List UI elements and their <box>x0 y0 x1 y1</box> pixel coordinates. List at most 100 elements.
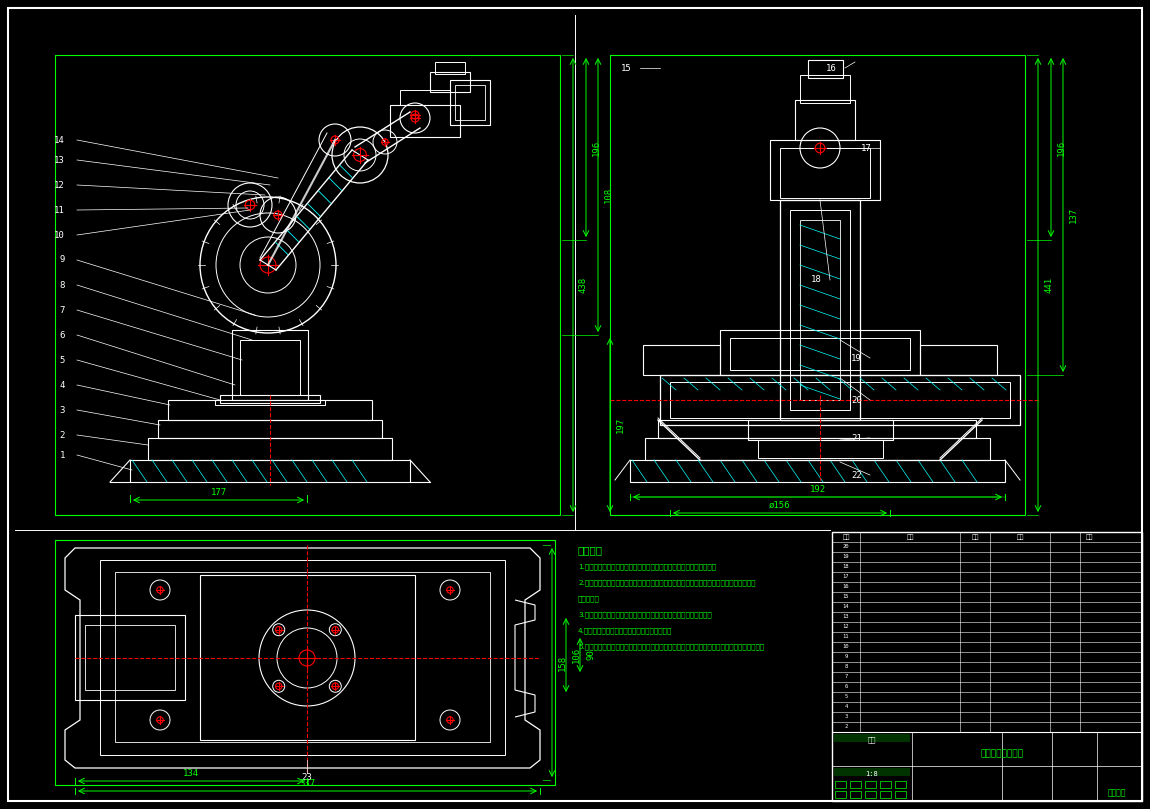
Bar <box>850 791 861 798</box>
Text: 3.安装紧固件时，相邻的主要配合尺寸，角度过渡配合尺寸及相配。: 3.安装紧固件时，相邻的主要配合尺寸，角度过渡配合尺寸及相配。 <box>578 611 712 617</box>
Text: 和硬污等。: 和硬污等。 <box>578 595 600 602</box>
Text: 16: 16 <box>826 63 837 73</box>
Text: 14: 14 <box>843 604 849 609</box>
Text: 5.组装、后续和后固紧周件，严令行在运送用不合适的勃具和扮手，安装后进行运，运后组装。: 5.组装、后续和后固紧周件，严令行在运送用不合适的勃具和扮手，安装后进行运，运后… <box>578 643 765 650</box>
Bar <box>200 575 415 740</box>
Text: 8: 8 <box>60 281 66 290</box>
Text: 序号: 序号 <box>842 534 850 540</box>
Bar <box>75 615 185 700</box>
Bar <box>834 768 910 776</box>
Text: 11: 11 <box>843 634 849 639</box>
Bar <box>850 781 861 788</box>
Text: 18: 18 <box>843 565 849 570</box>
Bar <box>215 400 325 405</box>
Bar <box>758 440 883 458</box>
Bar <box>895 791 906 798</box>
Bar <box>435 62 465 74</box>
Bar <box>748 420 894 440</box>
Text: 15: 15 <box>843 595 849 599</box>
Text: 1: 1 <box>60 451 66 460</box>
Text: 技术要求: 技术要求 <box>578 545 603 555</box>
Text: 10: 10 <box>54 231 66 239</box>
Text: 438: 438 <box>578 277 588 293</box>
Bar <box>730 338 910 370</box>
Text: 材料: 材料 <box>1017 534 1024 540</box>
Bar <box>55 55 560 515</box>
Bar <box>232 330 308 400</box>
Text: 108: 108 <box>604 187 613 203</box>
Text: 5: 5 <box>60 355 66 365</box>
Text: 10: 10 <box>843 645 849 650</box>
Text: 13: 13 <box>54 155 66 164</box>
Text: 337: 337 <box>299 778 315 787</box>
Text: 21: 21 <box>851 434 862 443</box>
Text: 7: 7 <box>844 675 848 680</box>
Text: 16: 16 <box>843 584 849 590</box>
Text: 比例: 比例 <box>868 737 876 743</box>
Text: 197: 197 <box>616 417 624 433</box>
Text: 5: 5 <box>844 694 848 700</box>
Text: 14: 14 <box>54 135 66 145</box>
Bar <box>920 345 997 375</box>
Text: 90: 90 <box>586 650 595 660</box>
Bar <box>800 75 850 103</box>
Text: 数量: 数量 <box>972 534 979 540</box>
Text: 7: 7 <box>60 306 66 315</box>
Bar <box>834 734 910 742</box>
Bar <box>865 781 876 788</box>
Text: 196: 196 <box>1057 139 1066 155</box>
Bar <box>880 791 891 798</box>
Text: 4.安装过程中零件不允许磕、碰、划伤和锈蚀。: 4.安装过程中零件不允许磕、碰、划伤和锈蚀。 <box>578 627 673 633</box>
Text: 13: 13 <box>843 615 849 620</box>
Bar <box>130 460 411 482</box>
Text: 自动取料机械手臂: 自动取料机械手臂 <box>981 749 1024 759</box>
Text: 9: 9 <box>844 654 848 659</box>
Text: 2: 2 <box>844 725 848 730</box>
Text: ø156: ø156 <box>769 501 791 510</box>
Text: 134: 134 <box>183 769 199 777</box>
Bar <box>610 55 1025 515</box>
Bar <box>400 90 450 105</box>
Text: 22: 22 <box>851 471 862 480</box>
Bar <box>240 340 300 395</box>
Bar <box>835 791 846 798</box>
Text: 23: 23 <box>301 773 313 782</box>
Text: 2.零件在安装前必须清洗和清洁干净，不得有毛刺、飞边、氧化皮、铁锈、切屑、切削油、: 2.零件在安装前必须清洗和清洁干净，不得有毛刺、飞边、氧化皮、铁锈、切屑、切削油… <box>578 579 756 586</box>
Text: 158: 158 <box>558 654 567 671</box>
Bar <box>865 791 876 798</box>
Text: 4: 4 <box>60 380 66 389</box>
Text: 名称: 名称 <box>906 534 914 540</box>
Text: 2: 2 <box>60 430 66 439</box>
Text: 6: 6 <box>844 684 848 689</box>
Text: 3: 3 <box>60 405 66 414</box>
Bar <box>770 140 880 200</box>
Text: 106: 106 <box>572 647 581 663</box>
Bar <box>670 382 1010 418</box>
Bar <box>720 330 920 375</box>
Bar <box>780 148 871 198</box>
Bar <box>795 100 854 140</box>
Text: 备注: 备注 <box>1086 534 1092 540</box>
Text: 17: 17 <box>861 143 872 153</box>
Bar <box>55 540 555 785</box>
Bar <box>390 105 460 137</box>
Bar <box>643 345 720 375</box>
Text: 8: 8 <box>844 664 848 670</box>
Text: 12: 12 <box>843 625 849 629</box>
Bar <box>835 781 846 788</box>
Text: 17: 17 <box>843 574 849 579</box>
Bar <box>168 400 371 420</box>
Bar <box>895 781 906 788</box>
Bar <box>660 375 1020 425</box>
Text: 177: 177 <box>210 488 227 497</box>
Text: 12: 12 <box>54 180 66 189</box>
Text: 6: 6 <box>60 331 66 340</box>
Bar <box>158 420 382 438</box>
Text: 441: 441 <box>1044 277 1053 293</box>
Bar <box>780 200 860 420</box>
Text: 3: 3 <box>844 714 848 719</box>
Text: 19: 19 <box>851 354 862 362</box>
Bar <box>450 80 490 125</box>
Text: 1:8: 1:8 <box>866 771 879 777</box>
Bar <box>790 210 850 410</box>
